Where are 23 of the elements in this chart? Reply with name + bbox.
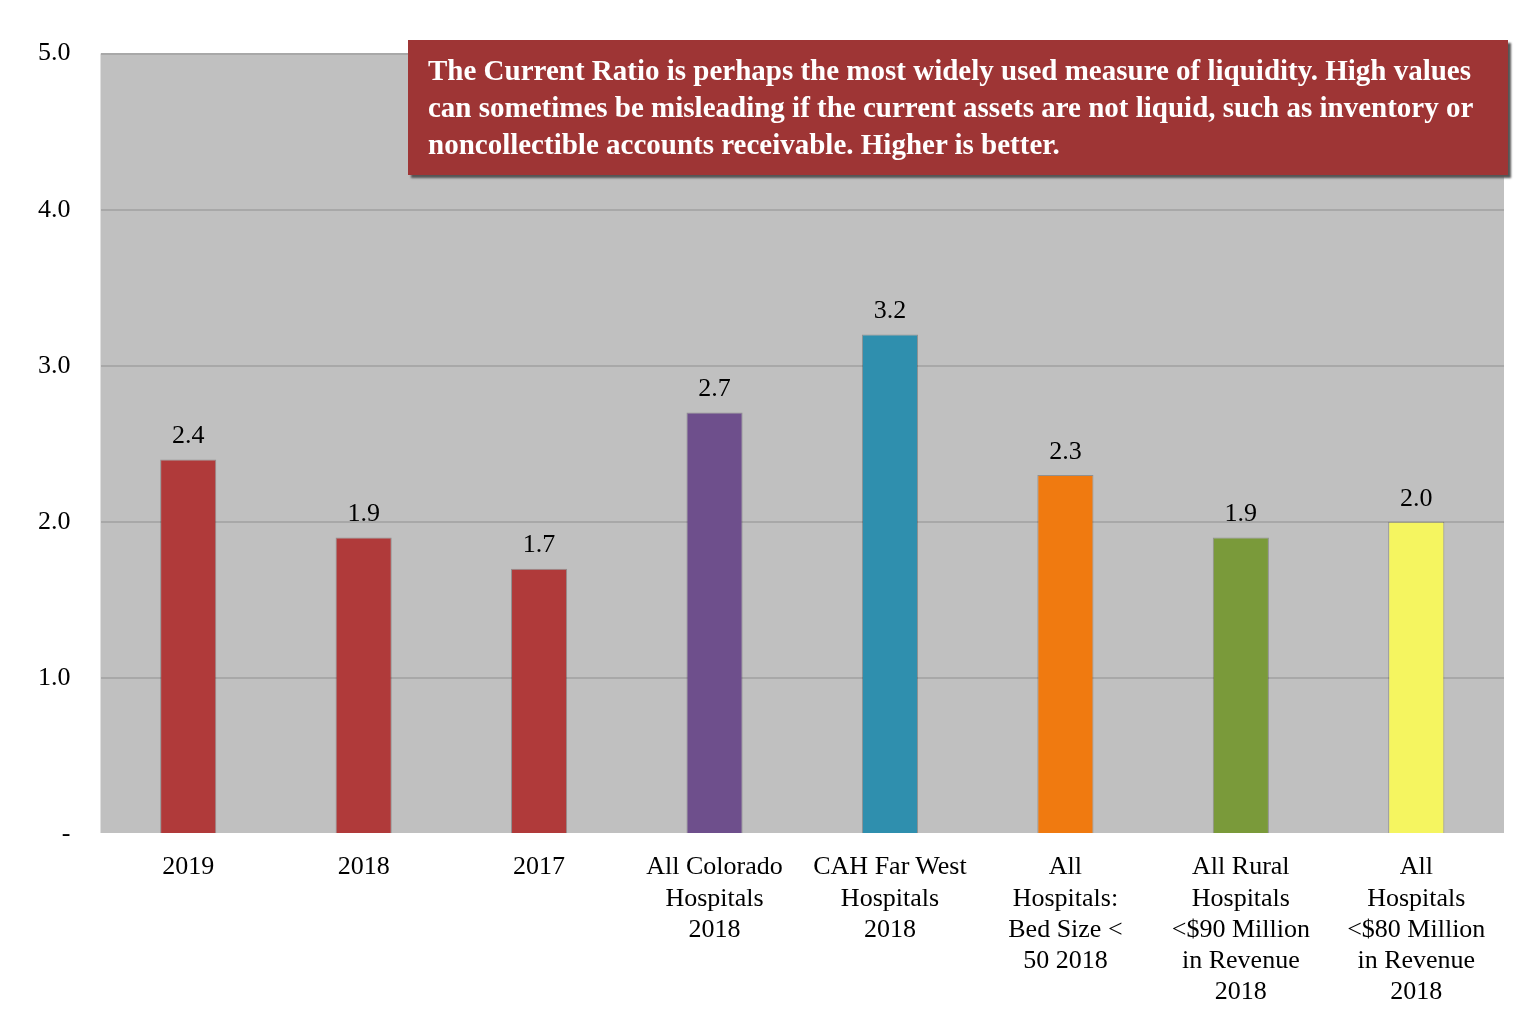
x-tick-label: All Hospitals <$80 Million in Revenue 2018 — [1347, 851, 1486, 1006]
y-tick-label: 4.0 — [38, 193, 71, 223]
x-tick-label: All Rural Hospitals <$90 Million in Revenue 2018 — [1171, 851, 1310, 1006]
x-tick-label: 2017 — [513, 851, 566, 881]
y-tick-label: 3.0 — [38, 349, 71, 379]
x-tick-label: CAH Far West Hospitals 2018 — [813, 851, 968, 943]
x-tick-label: All Hospitals: Bed Size < 50 2018 — [1008, 851, 1123, 975]
data-label: 2.3 — [1049, 435, 1082, 465]
y-tick-label: - — [61, 817, 71, 847]
y-tick-label: 2.0 — [38, 505, 71, 535]
x-tick-label: 2019 — [162, 851, 215, 881]
data-label: 2.7 — [698, 373, 731, 403]
annotation: The Current Ratio is perhaps the most widely used measure of liquidity. High values can sometimes be misleading if the current assets are not liquid, such as inventory or noncollectible accounts receivable. Higher is better. — [408, 40, 1508, 175]
data-label: 1.9 — [1224, 498, 1258, 528]
y-tick-label: 1.0 — [38, 661, 71, 691]
data-label: 2.4 — [171, 420, 205, 450]
data-label: 2.0 — [1400, 482, 1433, 512]
x-tick-label: All Colorado Hospitals 2018 — [646, 851, 783, 943]
data-label: 1.9 — [347, 498, 380, 528]
x-tick-label: 2018 — [337, 851, 390, 881]
data-label: 3.2 — [873, 295, 907, 325]
data-label: 1.7 — [522, 529, 556, 559]
y-tick-label: 5.0 — [38, 37, 71, 67]
